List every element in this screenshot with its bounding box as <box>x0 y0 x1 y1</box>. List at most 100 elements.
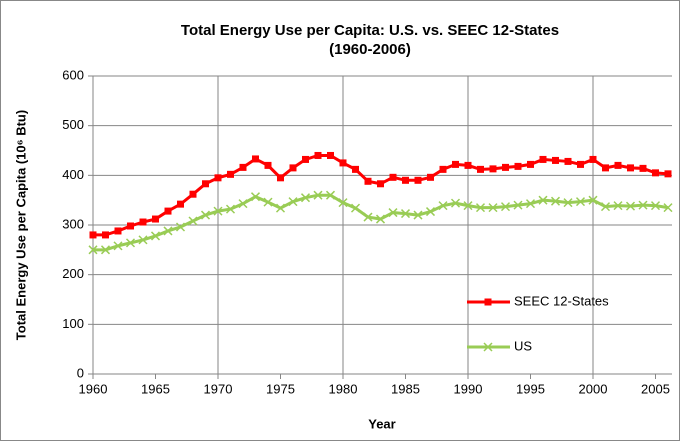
marker <box>200 210 211 220</box>
x-tick-label: 1995 <box>516 381 545 396</box>
marker <box>213 206 223 216</box>
marker <box>425 207 436 217</box>
marker <box>302 155 309 163</box>
marker <box>489 165 497 173</box>
marker <box>475 203 486 213</box>
marker <box>188 216 198 226</box>
marker <box>439 165 447 173</box>
marker <box>388 208 398 218</box>
marker <box>338 198 348 208</box>
marker <box>463 201 473 211</box>
marker <box>238 199 248 209</box>
y-tick-label: 600 <box>62 67 84 82</box>
marker <box>164 207 172 215</box>
marker <box>189 190 197 198</box>
marker <box>538 195 548 205</box>
marker <box>325 190 336 200</box>
marker <box>289 164 297 172</box>
marker <box>602 164 609 172</box>
marker <box>627 164 634 172</box>
y-tick-label: 200 <box>62 266 84 281</box>
marker <box>225 204 236 214</box>
marker <box>664 170 672 178</box>
marker <box>427 173 434 181</box>
marker <box>300 193 311 203</box>
marker <box>450 198 461 208</box>
x-tick-label: 1980 <box>329 381 358 396</box>
marker <box>525 199 536 209</box>
marker <box>477 165 484 173</box>
marker <box>288 197 298 207</box>
marker <box>114 227 122 235</box>
marker <box>250 192 261 202</box>
marker <box>264 161 272 169</box>
marker <box>527 160 534 168</box>
y-tick-label: 400 <box>62 167 84 182</box>
legend-label: SEEC 12-States <box>514 293 609 308</box>
marker <box>252 155 259 163</box>
series <box>88 190 673 255</box>
marker <box>488 203 498 213</box>
chart-title: (1960-2006) <box>329 41 411 58</box>
marker <box>277 174 284 182</box>
marker <box>650 201 661 211</box>
marker <box>613 201 623 211</box>
marker <box>614 161 622 169</box>
marker <box>275 203 286 213</box>
marker <box>163 226 173 236</box>
marker <box>552 156 559 164</box>
y-tick-label: 0 <box>77 365 84 380</box>
marker <box>227 170 234 178</box>
x-tick-label: 1975 <box>266 381 295 396</box>
marker <box>588 195 598 205</box>
marker <box>600 202 611 212</box>
marker <box>375 214 386 224</box>
x-tick-label: 1985 <box>391 381 420 396</box>
marker <box>514 162 522 170</box>
marker <box>89 231 97 239</box>
marker <box>550 196 561 206</box>
marker <box>663 203 673 213</box>
marker <box>127 222 134 230</box>
x-tick-label: 2005 <box>641 381 670 396</box>
marker <box>464 161 472 169</box>
marker <box>125 238 136 248</box>
series <box>89 151 672 239</box>
marker <box>339 159 347 167</box>
marker <box>513 200 523 210</box>
marker <box>175 222 186 232</box>
marker <box>202 180 209 188</box>
legend-marker <box>484 298 492 306</box>
marker <box>363 212 373 222</box>
y-tick-label: 300 <box>62 216 84 231</box>
marker <box>438 201 448 211</box>
marker <box>263 197 273 207</box>
y-tick-label: 100 <box>62 316 84 331</box>
y-tick-label: 500 <box>62 117 84 132</box>
marker <box>539 155 547 163</box>
marker <box>113 241 123 251</box>
marker <box>214 174 222 182</box>
x-tick-label: 1965 <box>141 381 170 396</box>
marker <box>177 200 184 208</box>
marker <box>327 151 334 159</box>
marker <box>589 155 597 163</box>
marker <box>638 200 648 210</box>
x-tick-label: 2000 <box>579 381 608 396</box>
marker <box>577 160 584 168</box>
marker <box>452 160 459 168</box>
marker <box>377 180 384 188</box>
marker <box>639 164 647 172</box>
marker <box>625 201 636 211</box>
marker <box>563 198 573 208</box>
marker <box>564 157 572 165</box>
marker <box>239 163 247 171</box>
marker <box>313 190 323 200</box>
marker <box>402 176 409 184</box>
marker <box>414 176 422 184</box>
marker <box>413 210 423 220</box>
marker <box>352 165 359 173</box>
marker <box>350 203 361 213</box>
